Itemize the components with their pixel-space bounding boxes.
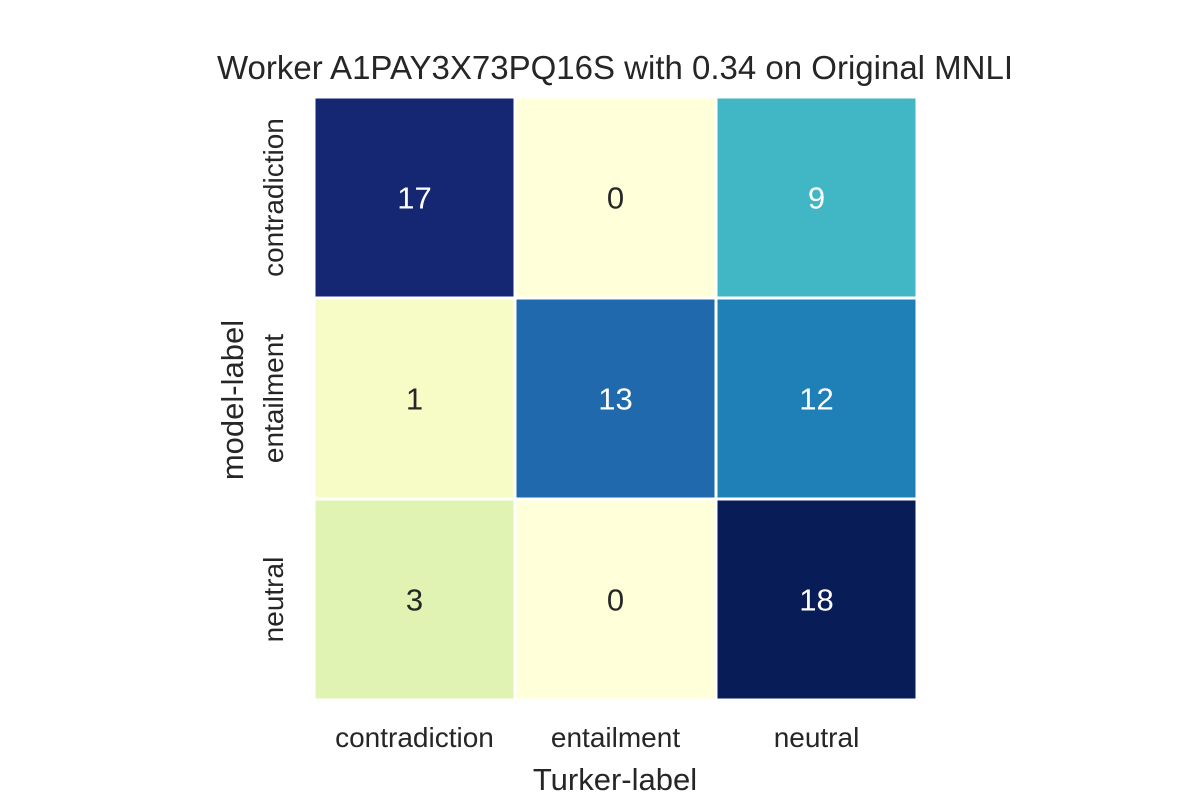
heatmap-cell-neutral-contradiction (315, 500, 514, 699)
heatmap-cell-labels: 17 0 9 1 13 12 3 0 18 (397, 181, 833, 618)
x-tick-label-contradiction: contradiction (335, 722, 494, 753)
y-tick-label-contradiction: contradiction (258, 118, 289, 277)
y-axis-ticks: contradiction entailment neutral (258, 118, 289, 642)
heatmap-cell-contradiction-entailment (516, 98, 715, 297)
cell-value-label: 17 (397, 181, 431, 216)
cell-value-label: 18 (799, 583, 833, 618)
y-tick-label-entailment: entailment (258, 334, 289, 463)
cell-value-label: 9 (808, 181, 825, 216)
heatmap-cells (315, 98, 916, 699)
x-tick-label-neutral: neutral (774, 722, 860, 753)
heatmap-cell-entailment-contradiction (315, 299, 514, 498)
cell-value-label: 0 (607, 181, 624, 216)
chart-title: Worker A1PAY3X73PQ16S with 0.34 on Origi… (217, 49, 1013, 86)
x-axis-ticks: contradiction entailment neutral (335, 722, 859, 753)
y-axis-label: model-label (215, 320, 250, 480)
cell-value-label: 0 (607, 583, 624, 618)
cell-value-label: 1 (406, 382, 423, 417)
heatmap-cell-contradiction-neutral (717, 98, 916, 297)
cell-value-label: 3 (406, 583, 423, 618)
heatmap-cell-entailment-neutral (717, 299, 916, 498)
cell-value-label: 13 (598, 382, 632, 417)
y-tick-label-neutral: neutral (258, 557, 289, 643)
x-axis-label: Turker-label (533, 762, 697, 797)
heatmap-cell-neutral-neutral (717, 500, 916, 699)
heatmap-cell-contradiction-contradiction (315, 98, 514, 297)
cell-value-label: 12 (799, 382, 833, 417)
heatmap-cell-neutral-entailment (516, 500, 715, 699)
heatmap-cell-entailment-entailment (516, 299, 715, 498)
x-tick-label-entailment: entailment (551, 722, 680, 753)
